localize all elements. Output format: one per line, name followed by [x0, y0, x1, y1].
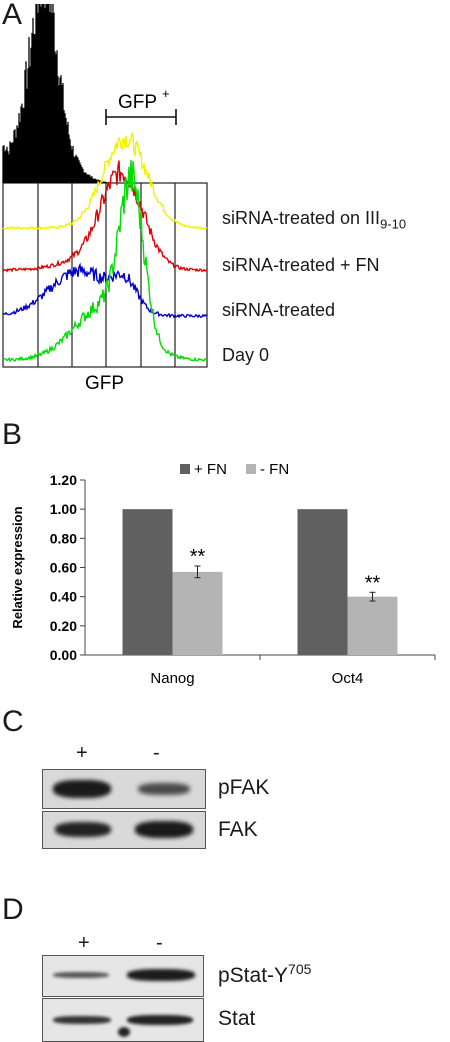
y-tick-label: 0.80	[50, 530, 77, 546]
y-axis-title: Relative expression	[10, 506, 25, 628]
blot-band-pfak-plus	[53, 780, 111, 798]
flow-histogram-panel: GFP + GFP	[2, 4, 208, 394]
histogram-sirna-fn	[2, 160, 208, 273]
x-axis-label-gfp: GFP	[85, 373, 124, 394]
histogram-day0	[2, 159, 208, 363]
overlay-label-subscript: 9-10	[380, 216, 407, 232]
category-label: Oct4	[332, 670, 364, 687]
western-blot-stat	[42, 998, 204, 1042]
y-tick-label: 0.60	[50, 560, 77, 576]
bar-oct4-series-1	[347, 596, 398, 655]
lane-label-minus: -	[153, 742, 160, 764]
blot-band-stat-minus	[127, 1015, 193, 1025]
significance-marker: **	[190, 546, 206, 568]
bar-nanog-series-1	[172, 571, 223, 655]
bar-oct4-series-0	[297, 509, 348, 655]
histogram-reference	[2, 4, 124, 183]
legend-label: + FN	[194, 461, 227, 478]
lane-label-plus: +	[76, 742, 88, 764]
y-tick-label: 1.20	[50, 472, 77, 488]
gfp-gate-bracket	[105, 109, 177, 125]
significance-marker: **	[365, 572, 381, 594]
legend-swatch	[180, 464, 190, 474]
y-tick-label: 0.40	[50, 589, 77, 605]
panel-b-letter: B	[2, 418, 23, 451]
relative-expression-bar-chart: Relative expression 0.00 0.20 0.40 0.60 0.80…	[10, 461, 436, 687]
lane-label-plus-d: +	[78, 932, 90, 954]
panel-a-letter: A	[2, 0, 23, 31]
western-blot-pfak	[42, 769, 206, 809]
blot-band-stat-plus	[53, 1016, 111, 1024]
blot-band-pstat-minus	[127, 969, 195, 981]
gfp-gate-label: GFP	[118, 92, 157, 113]
y-tick-label: 1.00	[50, 501, 77, 517]
histogram-sirna	[2, 262, 208, 319]
blot-label-pfak: pFAK	[218, 776, 270, 799]
legend-label: - FN	[260, 461, 289, 478]
legend-swatch	[246, 464, 256, 474]
category-label: Nanog	[150, 670, 194, 687]
y-tick-label: 0.00	[50, 647, 77, 663]
blot-band-fak-plus	[55, 822, 111, 837]
overlay-label-sirna-fn: siRNA-treated + FN	[222, 255, 380, 275]
y-tick-label: 0.20	[50, 618, 77, 634]
western-blot-pstat	[42, 955, 204, 997]
blot-artifact-spot	[118, 1027, 130, 1037]
blot-label-stat: Stat	[218, 1007, 256, 1030]
histogram-sirna-on-iii	[2, 130, 208, 231]
blot-band-pstat-plus	[53, 972, 109, 978]
blot-label-fak: FAK	[218, 818, 258, 841]
panel-c-letter: C	[2, 705, 24, 738]
blot-band-pfak-minus	[138, 783, 190, 795]
overlay-label-sirna: siRNA-treated	[222, 300, 336, 320]
lane-label-minus-d: -	[156, 932, 163, 954]
western-blot-fak	[42, 811, 206, 849]
blot-label-pstat: pStat-Y705	[218, 961, 312, 987]
bar-nanog-series-0	[122, 509, 173, 655]
panel-d-letter: D	[2, 893, 24, 926]
blot-band-fak-minus	[135, 821, 193, 838]
gfp-gate-superscript: +	[162, 86, 170, 101]
overlay-label-sirna-on-iii: siRNA-treated on III9-10	[222, 208, 407, 232]
overlay-label-day0: Day 0	[222, 345, 270, 365]
